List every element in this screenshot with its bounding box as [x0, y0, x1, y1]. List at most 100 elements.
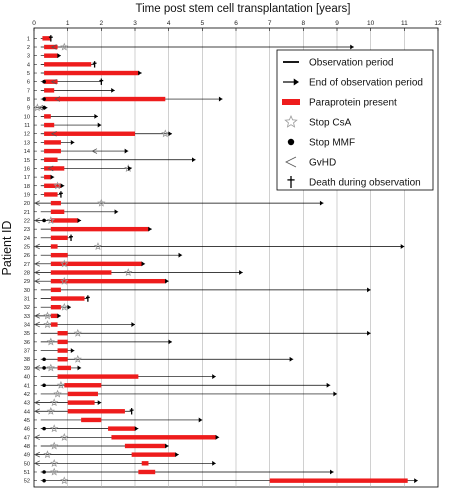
y-tick-label: 1	[27, 36, 30, 42]
y-tick-label: 19	[24, 192, 30, 198]
stop-csa-marker	[46, 337, 55, 346]
stop-mmf-marker	[42, 218, 46, 223]
patient-row-41	[40, 380, 331, 389]
paraprotein-bar	[44, 148, 61, 154]
end-arrow	[333, 391, 337, 397]
patient-row-5	[40, 70, 142, 76]
patient-row-19	[40, 191, 63, 198]
patient-row-14	[40, 148, 129, 154]
paraprotein-bar	[141, 461, 149, 466]
y-axis-label: Patient ID	[0, 221, 14, 276]
paraprotein-bar	[57, 339, 68, 345]
patient-row-51	[40, 467, 334, 476]
stop-csa-marker	[46, 363, 55, 372]
end-arrow	[124, 148, 129, 154]
paraprotein-bar	[131, 452, 176, 457]
gvhd-marker	[34, 399, 40, 406]
patient-row-28	[34, 268, 243, 277]
end-arrow	[111, 87, 115, 93]
y-tick-label: 4	[27, 62, 30, 68]
patient-row-52	[40, 476, 418, 485]
patient-row-24	[40, 234, 73, 242]
y-tick-label: 6	[27, 80, 30, 86]
patient-row-2	[40, 42, 354, 51]
stop-csa-marker	[53, 181, 62, 190]
y-tick-label: 46	[24, 427, 30, 433]
end-arrow	[43, 105, 48, 111]
end-arrow	[57, 53, 61, 59]
patient-row-50	[34, 458, 216, 467]
legend-item-paraprotein: Paraprotein present	[282, 98, 397, 109]
legend-label: Death during observation	[309, 178, 421, 189]
y-tick-label: 33	[24, 314, 30, 320]
stop-csa-marker	[60, 276, 69, 285]
x-tick-label: 4	[167, 20, 171, 27]
paraprotein-bar	[124, 443, 166, 449]
legend-item-gvhd: GvHD	[285, 156, 336, 169]
paraprotein-bar	[44, 114, 51, 119]
y-tick-label: 40	[24, 375, 30, 381]
y-tick-label: 31	[24, 297, 30, 303]
legend-item-death: Death during observation	[287, 176, 421, 189]
end-arrow	[319, 200, 324, 206]
paraprotein-bar	[50, 200, 61, 206]
paraprotein-bar	[67, 400, 95, 405]
patient-row-30	[40, 287, 371, 293]
stop-csa-marker	[50, 424, 59, 433]
patient-row-8	[40, 96, 223, 102]
paraprotein-bar	[50, 270, 112, 275]
end-arrow	[128, 166, 132, 171]
patient-row-20	[34, 198, 324, 207]
end-arrow	[367, 287, 371, 293]
end-arrow	[168, 339, 173, 345]
stop-csa-marker	[93, 242, 103, 251]
end-arrow	[400, 244, 405, 249]
gvhd-marker	[54, 96, 61, 102]
stop-csa-marker	[73, 354, 82, 363]
paraprotein-bar	[44, 122, 55, 128]
end-arrow	[289, 356, 294, 362]
y-tick-label: 52	[24, 479, 30, 485]
y-tick-label: 34	[24, 323, 30, 329]
end-arrow	[326, 382, 331, 388]
patient-row-29	[34, 276, 169, 285]
paraprotein-bar	[50, 235, 68, 241]
legend-item-observation: Observation period	[283, 58, 394, 69]
patient-row-37	[40, 348, 75, 353]
death-marker	[129, 408, 134, 415]
end-arrow	[60, 183, 65, 189]
paraprotein-bar	[44, 70, 139, 76]
stop-csa-marker	[60, 476, 69, 485]
patient-row-49	[34, 450, 179, 459]
patient-row-34	[34, 320, 135, 329]
stop-csa-marker	[60, 432, 69, 441]
stop-csa-marker	[56, 380, 66, 389]
legend-label: Paraprotein present	[309, 98, 397, 109]
gvhd-marker	[47, 165, 54, 172]
paraprotein-bar	[108, 426, 135, 431]
y-tick-label: 3	[27, 54, 30, 60]
stop-csa-marker	[46, 406, 55, 415]
end-arrow	[239, 270, 243, 275]
paraprotein-bar	[44, 183, 61, 188]
gvhd-marker	[34, 217, 40, 224]
paraprotein-bar	[44, 79, 58, 84]
paraprotein-bar	[44, 157, 58, 162]
paraprotein-bar	[44, 166, 65, 171]
paraprotein-bar	[44, 88, 55, 93]
gvhd-marker	[37, 104, 44, 111]
y-tick-label: 51	[24, 470, 30, 476]
stop-csa-marker	[97, 198, 106, 207]
y-tick-label: 47	[24, 435, 30, 441]
gvhd-marker	[34, 460, 40, 467]
y-tick-label: 2	[27, 45, 30, 51]
end-arrow	[198, 417, 203, 423]
gvhd-marker	[50, 130, 57, 137]
gvhd-marker	[91, 148, 98, 154]
stop-csa-marker	[60, 42, 69, 51]
stop-csa-marker	[33, 103, 42, 112]
stop-csa-marker	[50, 458, 59, 467]
x-tick-label: 10	[367, 20, 375, 27]
patient-row-11	[40, 122, 102, 128]
